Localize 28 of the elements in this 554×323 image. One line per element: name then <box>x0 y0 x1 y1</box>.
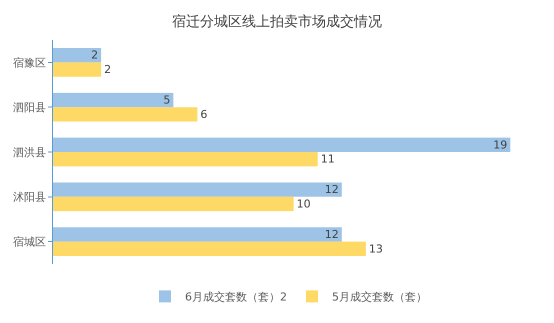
legend-label: 5月成交套数（套） <box>332 290 427 304</box>
bar <box>53 242 366 256</box>
data-label: 6 <box>200 108 208 121</box>
y-tick-label: 泗洪县 <box>12 146 46 159</box>
bar <box>53 107 198 122</box>
data-label: 19 <box>493 138 508 152</box>
bar <box>53 152 318 166</box>
bar <box>53 138 510 152</box>
y-tick-label: 宿城区 <box>12 235 46 248</box>
bar <box>53 227 342 242</box>
data-label: 12 <box>324 228 339 241</box>
bar <box>53 92 174 108</box>
data-label: 12 <box>324 183 339 196</box>
data-label: 10 <box>296 197 311 210</box>
bar <box>53 48 102 62</box>
y-tick-label: 宿豫区 <box>12 56 46 70</box>
y-tick-label: 沭阳县 <box>12 190 46 204</box>
data-label: 13 <box>368 242 383 256</box>
data-label: 11 <box>320 152 335 166</box>
bar <box>53 196 294 212</box>
bar <box>53 62 102 77</box>
legend-label: 6月成交套数（套）2 <box>185 290 287 304</box>
bar <box>53 182 342 197</box>
data-label: 2 <box>91 48 98 62</box>
data-label: 2 <box>104 63 112 76</box>
y-tick-label: 泗阳县 <box>12 101 46 114</box>
chart-title: 宿迁分城区线上拍卖市场成交情况 <box>172 14 382 30</box>
data-label: 5 <box>163 94 170 107</box>
